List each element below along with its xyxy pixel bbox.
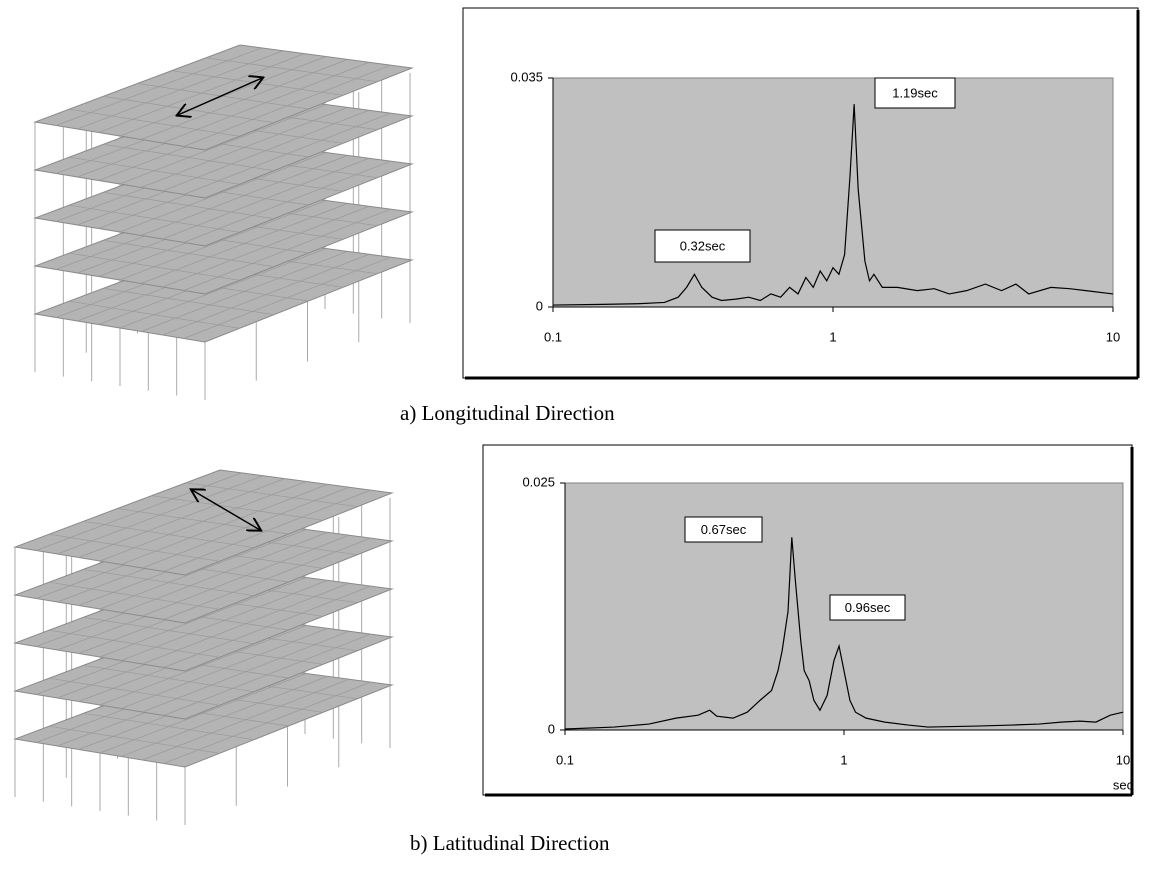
y-tick-label: 0.025	[522, 474, 555, 489]
plot-area	[553, 78, 1113, 307]
figure-canvas: a) Longitudinal Direction b) Latitudinal…	[0, 0, 1150, 873]
x-tick-label: 10	[1106, 329, 1120, 344]
annotation: 0.96sec	[845, 600, 891, 615]
x-tick-label: 1	[840, 752, 847, 767]
annotation: 1.19sec	[892, 85, 938, 100]
caption: b) Latitudinal Direction	[410, 831, 610, 855]
x-tick-label: 0.1	[556, 752, 574, 767]
y-tick-label: 0.035	[510, 69, 543, 84]
x-axis-label: sec	[1113, 777, 1134, 792]
x-tick-label: 10	[1116, 752, 1130, 767]
y-tick-label: 0	[548, 721, 555, 736]
x-tick-label: 1	[829, 329, 836, 344]
annotation: 0.32sec	[680, 238, 726, 253]
x-tick-label: 0.1	[544, 329, 562, 344]
caption: a) Longitudinal Direction	[400, 401, 615, 425]
figure: a) Longitudinal Direction b) Latitudinal…	[0, 0, 1150, 873]
annotation: 0.67sec	[701, 522, 747, 537]
y-tick-label: 0	[536, 298, 543, 313]
